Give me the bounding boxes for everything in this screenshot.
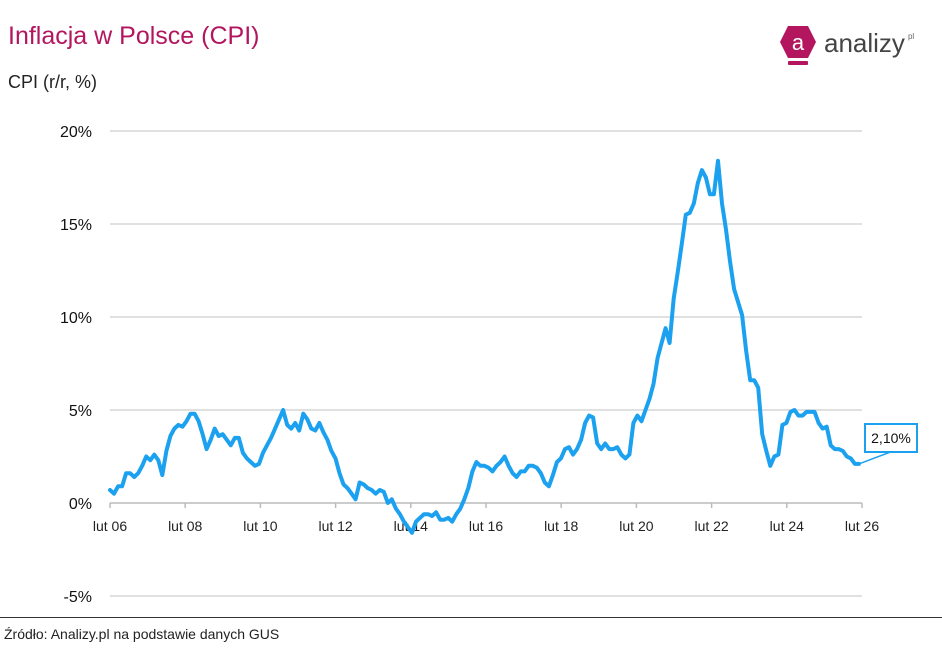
x-tick-label: lut 24: [770, 518, 804, 534]
analizy-logo: a: [780, 26, 816, 65]
x-tick-label: lut 06: [93, 518, 127, 534]
logo-text: analizy: [824, 28, 905, 58]
chart-title: Inflacja w Polsce (CPI): [8, 22, 260, 50]
y-tick-label: 20%: [60, 124, 92, 141]
y-tick-label: -5%: [64, 589, 92, 606]
x-tick-label: lut 08: [168, 518, 202, 534]
y-tick-label: 5%: [69, 403, 92, 420]
x-tick-label: lut 26: [845, 518, 879, 534]
logo-hexagon-icon: [780, 26, 816, 58]
x-tick-label: lut 22: [694, 518, 728, 534]
source-note: Źródło: Analizy.pl na podstawie danych G…: [4, 626, 280, 642]
y-axis-label: CPI (r/r, %): [8, 72, 97, 92]
y-tick-label: 0%: [69, 496, 92, 513]
x-tick-label: lut 16: [469, 518, 503, 534]
x-tick-label: lut 20: [619, 518, 653, 534]
svg-text:a: a: [792, 30, 805, 55]
x-tick-label: lut 12: [318, 518, 352, 534]
last-value-callout: 2,10%: [864, 423, 918, 453]
x-tick-label: lut 10: [243, 518, 277, 534]
logo-underline: [788, 61, 808, 65]
logo-suffix: pl: [907, 32, 915, 41]
callout-leader-line: [858, 450, 894, 465]
y-tick-label: 15%: [60, 217, 92, 234]
logo-wordmark: analizy pl: [824, 28, 914, 58]
y-tick-label: 10%: [60, 310, 92, 327]
footer-divider: [0, 617, 942, 618]
x-tick-label: lut 18: [544, 518, 578, 534]
cpi-series-line: [108, 158, 861, 535]
